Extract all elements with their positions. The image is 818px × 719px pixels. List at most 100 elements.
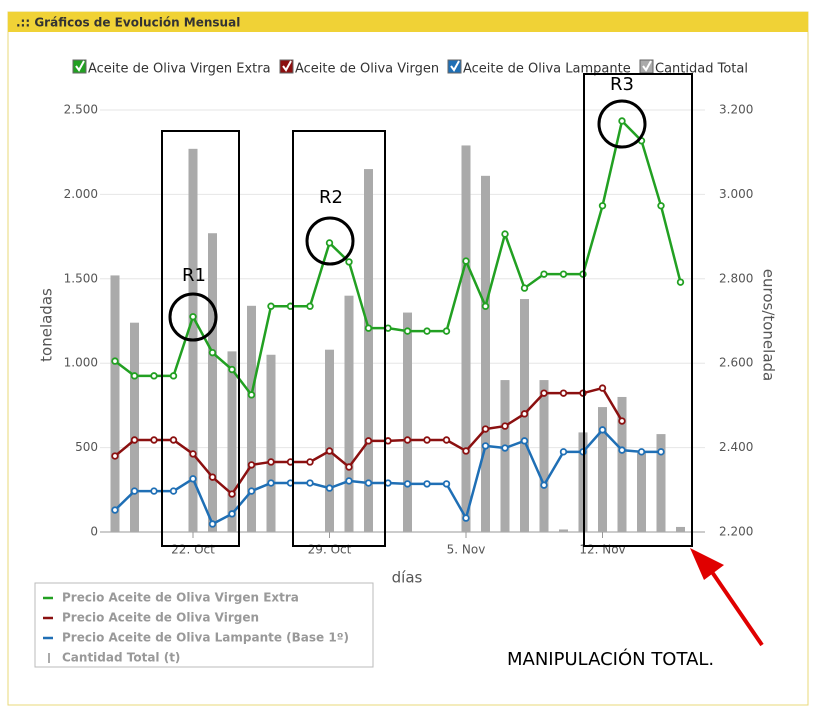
legend-label: Cantidad Total (t) xyxy=(62,651,180,665)
point xyxy=(111,506,119,514)
region-box xyxy=(161,130,240,547)
point xyxy=(501,444,509,452)
point xyxy=(481,425,490,433)
point xyxy=(306,458,314,466)
header: .:: Gráficos de Evolución Mensual xyxy=(16,16,240,30)
point xyxy=(462,447,470,455)
point xyxy=(462,514,470,522)
bar xyxy=(500,380,510,532)
point xyxy=(618,117,626,125)
y2-tick-label: 2.200 xyxy=(719,525,753,539)
bar xyxy=(325,349,334,532)
point xyxy=(364,324,373,332)
point xyxy=(247,487,256,495)
point xyxy=(169,372,178,380)
bar xyxy=(364,169,373,532)
annotations: R1 R2 R3 MANIPULACIÓN TOTAL. xyxy=(161,73,764,670)
x-tick-label: 12. Nov xyxy=(579,543,625,557)
point xyxy=(150,372,158,380)
point xyxy=(403,480,412,488)
x-tick-label: 22. Oct xyxy=(171,543,215,557)
point xyxy=(130,487,139,495)
point xyxy=(189,450,197,458)
bar xyxy=(266,354,276,532)
point xyxy=(520,437,529,445)
legend-check xyxy=(282,60,292,72)
bar xyxy=(110,275,120,532)
y-axis-label: toneladas xyxy=(38,288,56,362)
point xyxy=(657,202,665,210)
point xyxy=(364,437,373,445)
legend-label: Aceite de Oliva Virgen Extra xyxy=(88,62,271,77)
point xyxy=(247,391,256,399)
bar xyxy=(461,145,471,532)
y-tick-label: 500 xyxy=(75,440,98,454)
point xyxy=(618,446,626,454)
point xyxy=(345,258,353,266)
point xyxy=(598,426,607,434)
point xyxy=(520,410,529,418)
point xyxy=(267,302,275,310)
arrow-head xyxy=(690,548,724,580)
point xyxy=(598,384,607,392)
point xyxy=(559,389,568,397)
point xyxy=(364,479,373,487)
legend-label: Aceite de Oliva Lampante xyxy=(463,62,631,77)
point xyxy=(150,436,158,444)
point xyxy=(637,448,646,456)
y-tick-label: 1.000 xyxy=(64,356,98,370)
bar xyxy=(676,526,685,532)
point xyxy=(540,481,548,489)
point xyxy=(442,480,451,488)
point xyxy=(676,278,685,286)
annotation: R2 xyxy=(319,187,343,208)
point xyxy=(501,230,509,238)
x-tick-label: 29. Oct xyxy=(308,543,352,557)
point xyxy=(169,436,178,444)
y2-tick-label: 2.600 xyxy=(719,356,753,370)
point xyxy=(267,479,275,487)
region-box xyxy=(292,130,386,547)
bar xyxy=(130,322,139,532)
point xyxy=(384,479,392,487)
point xyxy=(228,365,236,374)
point xyxy=(403,436,412,444)
point xyxy=(228,510,236,518)
point xyxy=(208,520,217,528)
point xyxy=(384,437,392,445)
point xyxy=(520,284,529,292)
bar xyxy=(247,305,256,532)
point xyxy=(462,257,470,265)
bar xyxy=(656,434,666,532)
point xyxy=(442,327,451,335)
annotation: R3 xyxy=(610,74,634,95)
annotation: R1 xyxy=(182,265,206,286)
point xyxy=(111,452,119,460)
point xyxy=(325,484,334,492)
legend-label: Aceite de Oliva Virgen xyxy=(295,62,439,77)
point xyxy=(130,436,139,444)
legend-label: Precio Aceite de Oliva Lampante (Base 1º… xyxy=(62,631,349,645)
point xyxy=(111,357,119,365)
point xyxy=(267,458,275,466)
point xyxy=(403,327,412,335)
point xyxy=(345,463,353,471)
bar xyxy=(598,407,607,532)
y-tick-label: 0 xyxy=(90,525,98,539)
y-tick-label: 2.500 xyxy=(64,103,98,117)
point xyxy=(540,389,548,397)
y2-tick-label: 3.200 xyxy=(719,103,753,117)
point xyxy=(130,372,139,380)
point xyxy=(559,270,568,278)
point xyxy=(247,461,256,469)
point xyxy=(228,490,236,498)
legend-label: Precio Aceite de Oliva Virgen xyxy=(62,611,259,625)
bar xyxy=(559,529,568,532)
point xyxy=(169,487,178,495)
y2-axis-label: euros/tonelada xyxy=(760,269,778,382)
region-box xyxy=(583,73,693,547)
y-tick-label: 1.500 xyxy=(64,271,98,285)
bar xyxy=(617,396,627,532)
point xyxy=(423,327,431,335)
point xyxy=(189,475,197,483)
